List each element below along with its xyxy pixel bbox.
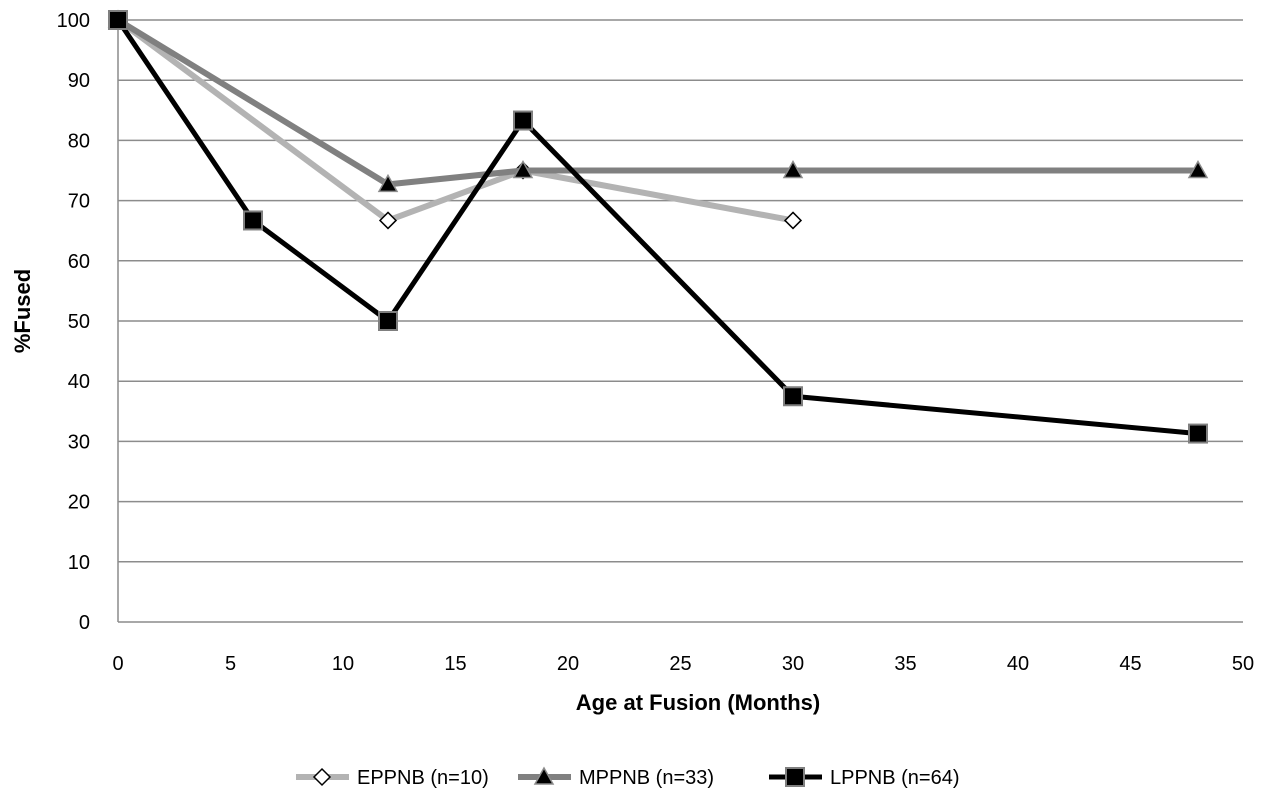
data-point [377,173,399,193]
axes [117,20,1243,623]
series-line [116,17,794,224]
legend-label: LPPNB (n=64) [830,767,960,789]
y-tick-label: 80 [68,130,90,152]
x-tick-label: 50 [1232,653,1254,675]
x-tick-label: 5 [225,653,236,675]
y-axis-title: %Fused [10,269,35,353]
series-mppnb [107,9,1209,193]
legend-label: EPPNB (n=10) [357,767,489,789]
series-line [116,17,1198,188]
data-point [783,386,803,407]
x-tick-label: 25 [669,653,691,675]
y-tick-label: 60 [68,251,90,273]
x-tick-label: 15 [444,653,466,675]
data-point [512,159,534,179]
data-point [1187,159,1209,179]
y-tick-label: 70 [68,191,90,213]
data-point [782,159,804,179]
data-point [108,10,128,30]
x-tick-label: 20 [557,653,579,675]
legend-marker [785,767,805,787]
y-tick-labels: 0 10 20 30 40 50 60 70 80 90 100 [57,10,90,634]
x-tick-label: 45 [1119,653,1141,675]
y-tick-label: 10 [68,552,90,574]
legend: EPPNB (n=10) MPPNB (n=33) LPPNB (n=64) [296,766,960,789]
x-tick-label: 40 [1007,653,1029,675]
x-tick-label: 0 [112,653,123,675]
legend-item: LPPNB (n=64) [769,767,960,789]
y-tick-label: 40 [68,371,90,393]
data-point [1188,423,1208,444]
series-line [115,18,1199,437]
data-point [378,211,398,230]
y-tick-label: 0 [79,612,90,634]
series-eppnb [108,10,803,230]
y-tick-label: 50 [68,311,90,333]
legend-marker [533,766,555,785]
y-tick-label: 100 [57,10,90,32]
data-point [243,210,263,231]
data-point [513,110,533,131]
x-tick-labels: 0 5 10 15 20 25 30 35 40 45 50 [112,653,1254,675]
x-tick-label: 35 [894,653,916,675]
y-tick-label: 90 [68,70,90,92]
gridlines [118,19,1243,563]
legend-label: MPPNB (n=33) [579,767,714,789]
x-tick-label: 30 [782,653,804,675]
x-axis-title: Age at Fusion (Months) [576,690,820,715]
series-group [107,9,1209,444]
legend-marker [312,767,332,787]
legend-item: EPPNB (n=10) [296,767,489,789]
data-point [783,211,803,230]
series-lppnb [108,10,1208,444]
y-tick-label: 20 [68,492,90,514]
y-tick-label: 30 [68,431,90,453]
data-point [378,311,398,331]
legend-item: MPPNB (n=33) [518,766,714,789]
x-tick-label: 10 [332,653,354,675]
